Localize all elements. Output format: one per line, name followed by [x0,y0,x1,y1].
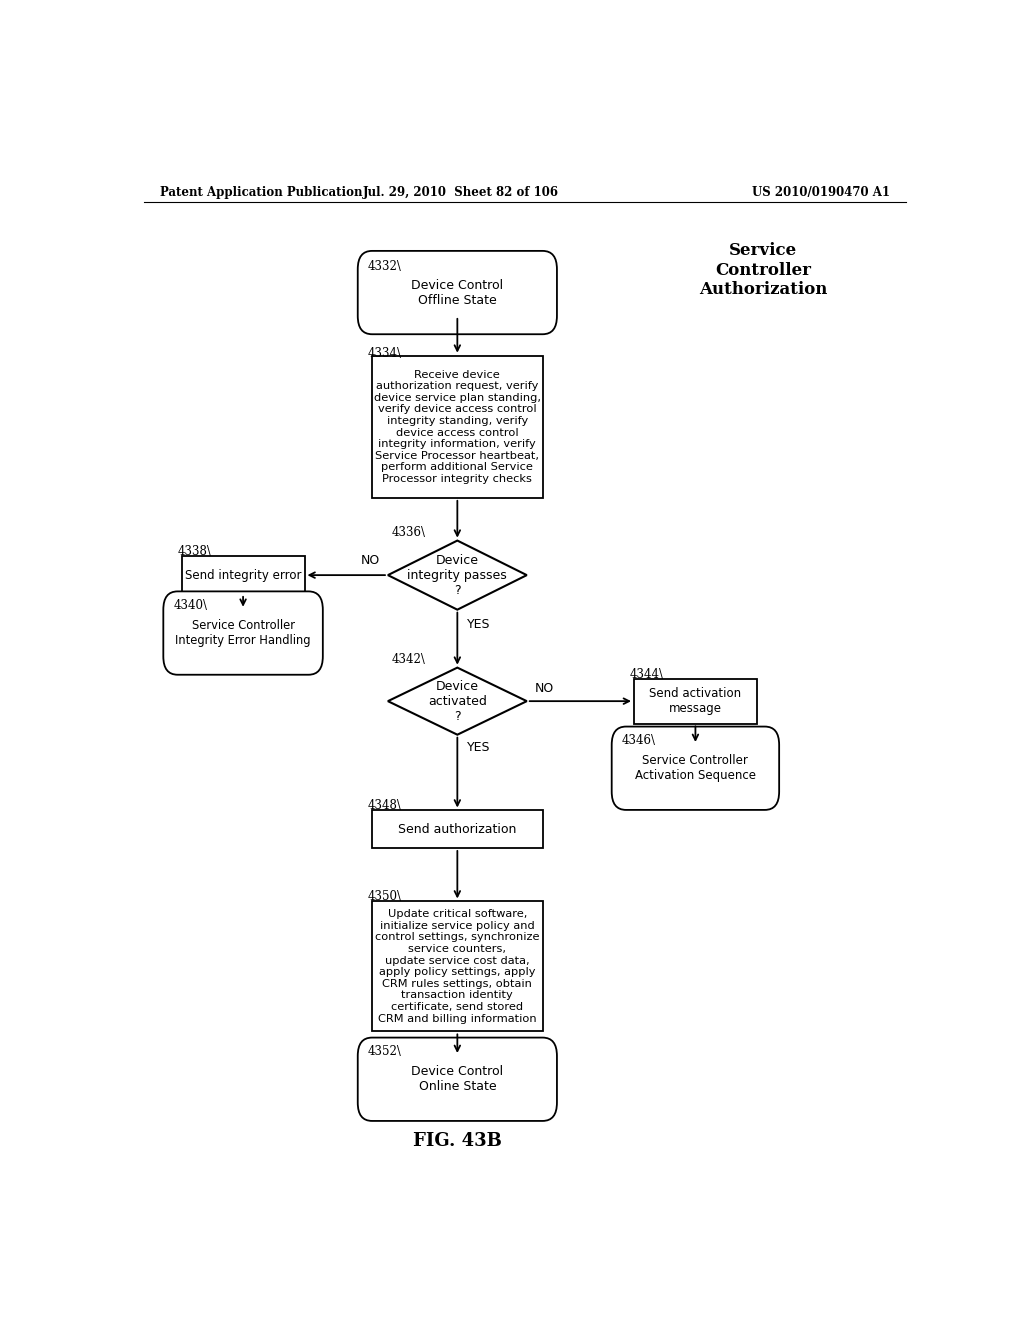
Text: Send integrity error: Send integrity error [184,569,301,582]
Text: Patent Application Publication: Patent Application Publication [160,186,362,199]
Text: Device Control
Online State: Device Control Online State [412,1065,504,1093]
Text: 4342\: 4342\ [392,652,426,665]
Text: 4344\: 4344\ [630,668,664,681]
Text: Receive device
authorization request, verify
device service plan standing,
verif: Receive device authorization request, ve… [374,370,541,484]
Text: YES: YES [467,741,490,754]
FancyBboxPatch shape [357,251,557,334]
Text: Jul. 29, 2010  Sheet 82 of 106: Jul. 29, 2010 Sheet 82 of 106 [364,186,559,199]
Text: YES: YES [467,618,490,631]
Text: Service
Controller
Authorization: Service Controller Authorization [698,242,827,298]
Text: 4348\: 4348\ [368,800,402,812]
Text: 4336\: 4336\ [392,525,426,539]
Text: Update critical software,
initialize service policy and
control settings, synchr: Update critical software, initialize ser… [375,909,540,1023]
Text: 4334\: 4334\ [368,347,402,359]
Text: 4340\: 4340\ [174,599,208,611]
Polygon shape [388,541,526,610]
Text: Send authorization: Send authorization [398,822,516,836]
Text: 4332\: 4332\ [368,260,402,273]
FancyBboxPatch shape [611,726,779,810]
Bar [372,902,543,1031]
Text: US 2010/0190470 A1: US 2010/0190470 A1 [752,186,890,199]
Text: Service Controller
Activation Sequence: Service Controller Activation Sequence [635,754,756,783]
Bar [181,556,304,594]
Polygon shape [388,668,526,735]
Text: Device Control
Offline State: Device Control Offline State [412,279,504,306]
Text: NO: NO [535,682,554,696]
Text: Service Controller
Integrity Error Handling: Service Controller Integrity Error Handl… [175,619,311,647]
Bar [372,810,543,847]
Text: Send activation
message: Send activation message [649,688,741,715]
Bar [372,355,543,498]
Text: Device
integrity passes
?: Device integrity passes ? [408,553,507,597]
FancyBboxPatch shape [163,591,323,675]
Text: 4338\: 4338\ [177,545,212,558]
Text: FIG. 43B: FIG. 43B [413,1133,502,1150]
Text: NO: NO [360,554,380,568]
Text: 4350\: 4350\ [368,891,402,903]
Text: 4352\: 4352\ [368,1045,402,1057]
Bar [634,678,757,723]
FancyBboxPatch shape [357,1038,557,1121]
Text: 4346\: 4346\ [622,734,656,747]
Text: Device
activated
?: Device activated ? [428,680,486,722]
